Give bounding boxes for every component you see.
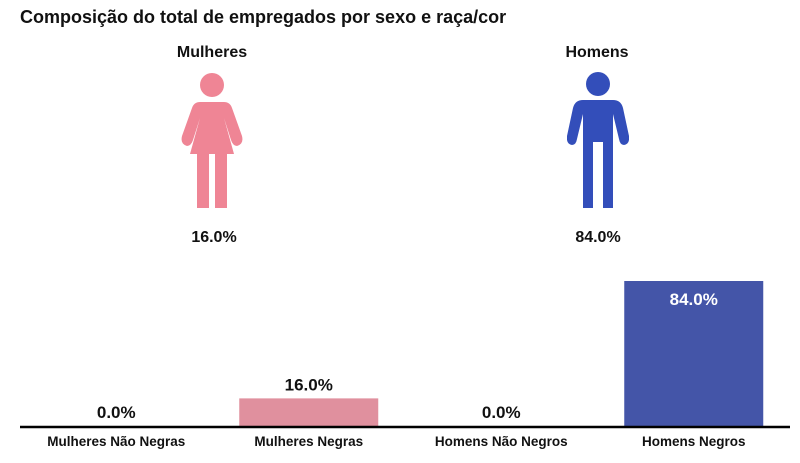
x-tick-label: Mulheres Negras (254, 434, 363, 449)
data-label: 16.0% (285, 375, 333, 394)
x-tick-label: Homens Negros (642, 434, 746, 449)
women-percent: 16.0% (191, 229, 237, 246)
woman-icon (181, 73, 243, 208)
data-label: 0.0% (97, 403, 136, 422)
man-icon (567, 72, 629, 208)
x-tick-label: Mulheres Não Negras (47, 434, 185, 449)
men-percent: 84.0% (575, 229, 621, 246)
x-tick-label: Homens Não Negros (435, 434, 568, 449)
bar (239, 398, 379, 426)
women-group-label: Mulheres (176, 44, 248, 61)
bar (624, 281, 764, 426)
data-label: 0.0% (482, 403, 521, 422)
chart-title: Composição do total de empregados por se… (20, 7, 507, 27)
data-label: 84.0% (670, 290, 718, 309)
men-group-label: Homens (565, 44, 629, 61)
